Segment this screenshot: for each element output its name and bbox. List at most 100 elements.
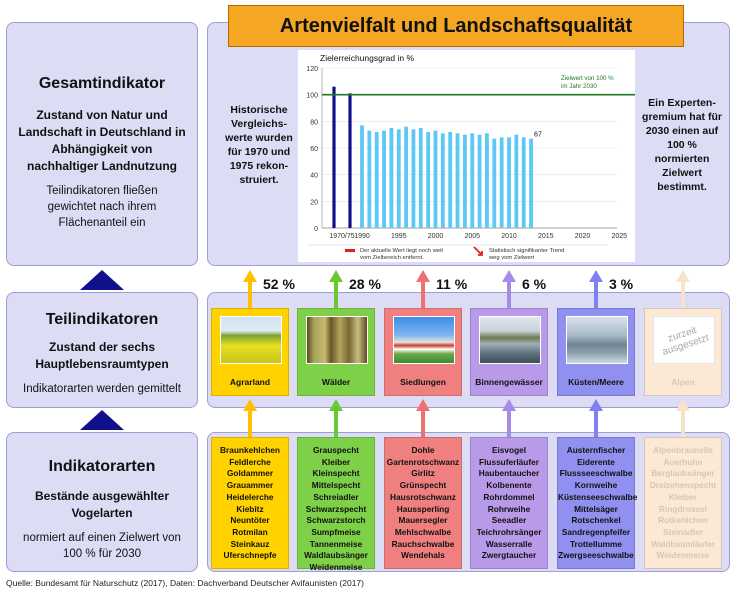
habitat-label: Binnengewässer	[475, 377, 543, 387]
habitat-photo	[479, 316, 541, 364]
species-name: Alpenbraunelle	[653, 445, 713, 455]
species-name: Kleinspecht	[312, 468, 360, 479]
gesamtindikator-panel: Gesamtindikator Zustand von Natur und La…	[6, 22, 198, 266]
y-tick-label: 20	[310, 199, 318, 206]
x-tick-label: 2000	[428, 233, 444, 240]
arrow-up-icon	[416, 399, 430, 437]
x-tick-label: 2010	[501, 233, 517, 240]
arrow-up-icon	[589, 270, 603, 308]
data-bar	[477, 134, 482, 228]
legend-text: vom Zielbereich entfernt.	[360, 255, 424, 261]
data-bar	[396, 129, 401, 228]
species-list: Grauspecht Kleiber Kleinspecht Mittelspecht…	[297, 437, 375, 572]
arrow-up-icon	[589, 399, 603, 437]
species-name: Wendehals	[401, 550, 445, 561]
y-tick-label: 0	[314, 226, 318, 233]
species-name: Schwarzspecht	[305, 503, 367, 514]
habitat-photo	[306, 316, 368, 364]
habitat-label: Wälder	[321, 377, 351, 387]
chart-container: Zielerreichungsgrad in % 0 20 40 60 80 100 120 1…	[298, 50, 664, 262]
arrow-up-icon	[502, 399, 516, 437]
gesamtindikator-title: Gesamtindikator	[38, 75, 166, 92]
species-name: Steinkauz	[230, 538, 270, 549]
habitat-percentage: 28 %	[349, 276, 381, 292]
x-tick-label: 1990	[354, 233, 370, 240]
page-title: Artenvielfalt und Landschaftsqualität	[228, 5, 684, 47]
last-value-label: 67	[534, 132, 542, 139]
historic-bar	[348, 93, 352, 228]
species-name: Flussseeschwalbe	[559, 468, 633, 479]
data-bar	[463, 134, 467, 228]
species-name: Neuntöter	[230, 515, 270, 526]
species-name: Zwergtaucher	[481, 550, 537, 561]
x-tick-label: 2025	[611, 233, 627, 240]
target-note: Ein Experten-gremium hat für 2030 einen …	[642, 97, 722, 193]
chart-title: Zielerreichungsgrad in %	[320, 53, 414, 63]
species-name: Rauchschwalbe	[391, 538, 455, 549]
data-bar	[389, 128, 394, 228]
data-bar	[418, 128, 423, 228]
species-name: Wasserralle	[485, 538, 533, 549]
species-name: Flussuferläufer	[479, 456, 539, 467]
species-name: Auerhuhn	[663, 456, 703, 467]
species-name: Haussperling	[396, 503, 450, 514]
down-arrow-icon	[473, 246, 483, 256]
gesamtindikator-subtitle: Zustand von Natur und Landschaft in Deut…	[18, 108, 186, 173]
gesamtindikator-note: Teilindikatoren fließen gewichtet nach i…	[46, 185, 158, 229]
data-bar	[455, 133, 460, 228]
habitat-label: Siedlungen	[400, 377, 446, 387]
arrow-up-icon	[676, 270, 690, 308]
data-bar	[374, 132, 379, 228]
target-label: im Jahr 2030	[561, 83, 597, 90]
species-name: Goldammer	[226, 468, 274, 479]
data-bar	[514, 134, 519, 228]
species-name: Rotkehlchen	[658, 515, 708, 526]
species-name: Sumpfmeise	[311, 526, 361, 537]
species-name: Waldbaumläufer	[650, 538, 716, 549]
y-tick-label: 80	[310, 119, 318, 126]
source-note: Quelle: Bundesamt für Naturschutz (2017)…	[6, 578, 364, 588]
habitat-panel	[207, 292, 730, 408]
data-bar	[382, 130, 386, 228]
species-name: Girlitz	[411, 468, 435, 479]
y-tick-label: 100	[306, 93, 318, 100]
species-list: Braunkehlchen Feldlerche Goldammer Grauamme…	[211, 437, 289, 569]
x-tick-label: 2005	[464, 233, 480, 240]
historic-note: Historische Vergleichs-werte wurden für …	[225, 104, 293, 186]
zielerreichungsgrad-chart: Zielerreichungsgrad in % 0 20 40 60 80 100 120 1…	[306, 53, 664, 261]
data-bar	[492, 138, 497, 228]
species-name: Schreiadler	[313, 491, 359, 502]
arrow-up-icon	[329, 270, 343, 308]
species-name: Küstenseeschwalbe	[558, 491, 638, 502]
species-name: Heidelerche	[226, 491, 274, 502]
species-name: Mittelspecht	[311, 480, 361, 491]
species-name: Hausrotschwanz	[390, 491, 456, 502]
habitat-card: Küsten/Meere	[557, 308, 635, 396]
habitat-label: Alpen	[671, 377, 695, 387]
species-name: Dreizehenspecht	[649, 480, 717, 491]
indikatorarten-title: Indikatorarten	[48, 458, 156, 475]
x-tick-label: 1995	[391, 233, 407, 240]
legend-text: Der aktuelle Wert liegt noch weit	[360, 248, 443, 254]
teilindikatoren-title: Teilindikatoren	[45, 311, 159, 328]
habitat-photo	[220, 316, 282, 364]
y-tick-label: 40	[310, 173, 318, 180]
suspended-note: zurzeit ausgesetzt	[660, 324, 711, 358]
data-bar	[521, 137, 526, 228]
species-name: Grünspecht	[399, 480, 447, 491]
habitat-card: Wälder	[297, 308, 375, 396]
species-name: Haubentaucher	[478, 468, 540, 479]
data-bar	[470, 133, 475, 228]
habitat-card: Agrarland	[211, 308, 289, 396]
species-name: Sandregenpfeifer	[561, 526, 631, 537]
indikatorarten-panel: Indikatorarten Bestände ausgewählter Vog…	[6, 432, 198, 572]
historic-bar	[332, 86, 336, 228]
habitat-card: zurzeit ausgesetzt Alpen	[644, 308, 722, 396]
species-name: Mauersegler	[398, 515, 448, 526]
up-triangle-icon	[80, 270, 124, 290]
species-name: Schwarzstorch	[306, 515, 366, 526]
habitat-percentage: 6 %	[522, 276, 547, 292]
species-list: Eisvogel Flussuferläufer Haubentaucher Kolb…	[470, 437, 548, 569]
species-name: Zwergseeschwalbe	[558, 550, 634, 561]
habitat-card: Binnengewässer	[470, 308, 548, 396]
